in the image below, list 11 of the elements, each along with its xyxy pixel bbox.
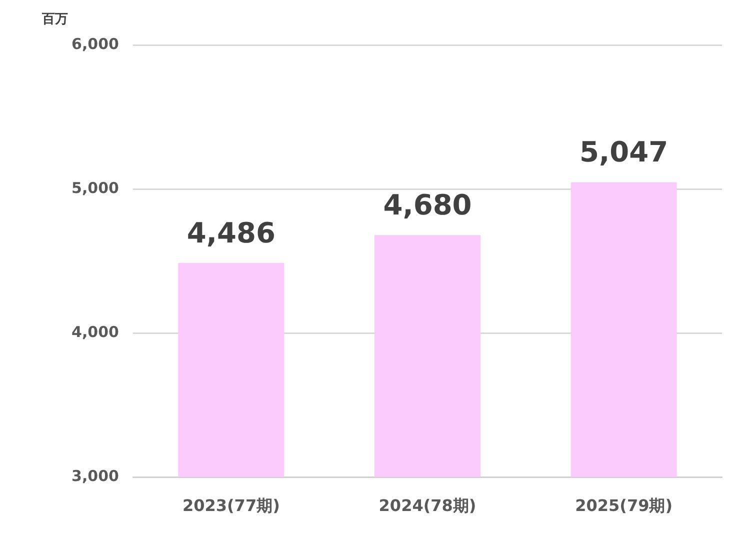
data-label: 4,486 [186, 216, 276, 250]
y-tick-label: 5,000 [72, 178, 119, 197]
x-tick-label: 2025(79期) [575, 496, 673, 515]
data-label: 4,680 [383, 188, 472, 222]
y-tick-label: 4,000 [72, 322, 119, 341]
x-tick-label: 2024(78期) [378, 496, 476, 515]
y-tick-label: 3,000 [72, 466, 119, 485]
y-axis-title: 百万 [42, 11, 68, 28]
x-tick-label: 2023(77期) [182, 496, 280, 515]
y-tick-label: 6,000 [72, 34, 119, 53]
data-label: 5,047 [580, 136, 668, 169]
